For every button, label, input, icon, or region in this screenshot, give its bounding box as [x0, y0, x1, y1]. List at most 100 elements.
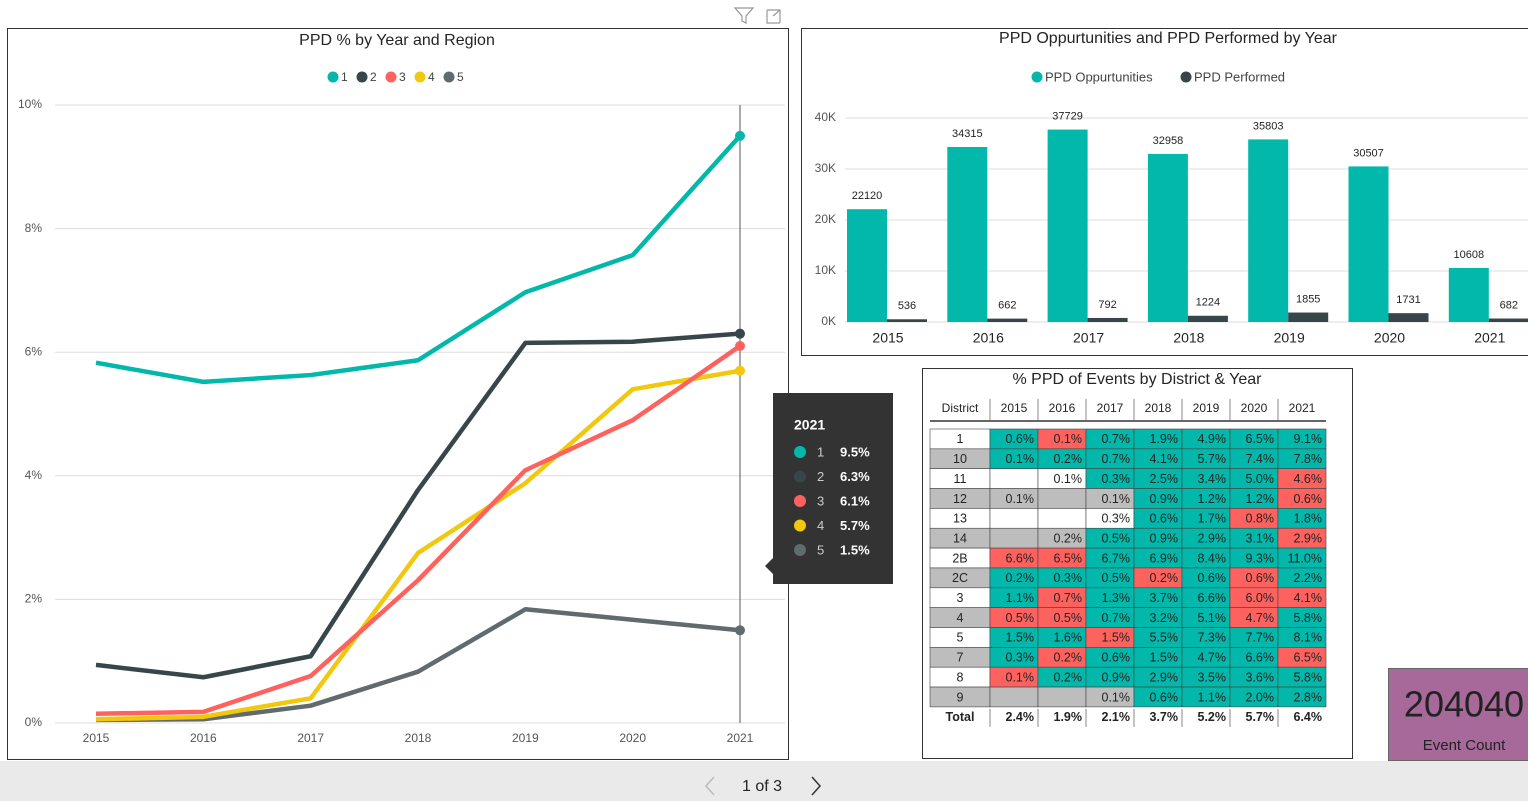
- table-cell-text: 0.7%: [1102, 432, 1131, 446]
- table-cell-text: 1.1%: [1006, 591, 1035, 605]
- line: [95, 134, 742, 385]
- data-label: 1855: [1296, 293, 1320, 305]
- x-tick-label: 2015: [872, 330, 903, 346]
- table-cell-text: 0.1%: [1006, 670, 1035, 684]
- table-cell-text: 11.0%: [1287, 551, 1322, 565]
- y-tick-label: 10%: [18, 97, 42, 111]
- table-cell: [1037, 508, 1087, 529]
- table-cell-text: 6.5%: [1054, 551, 1083, 565]
- legend-label: 3: [399, 70, 406, 84]
- data-label: 1731: [1396, 294, 1420, 306]
- page-indicator: 1 of 3: [742, 778, 782, 795]
- data-label: 32958: [1153, 135, 1184, 147]
- x-tick-label: 2018: [405, 731, 432, 745]
- table-cell-text: 0.2%: [1054, 531, 1083, 545]
- table-cell-text: 6.5%: [1294, 651, 1323, 665]
- table-cell-text: 5.1%: [1198, 611, 1227, 625]
- data-label: 792: [1098, 299, 1116, 311]
- prev-page[interactable]: [704, 776, 715, 796]
- bar: [1047, 129, 1088, 322]
- y-tick-label: 0K: [821, 314, 836, 328]
- table-cell-text: 1.6%: [1054, 631, 1083, 645]
- x-tick-label: 2016: [190, 731, 217, 745]
- table-cell-text: 0.1%: [1054, 432, 1083, 446]
- x-tick-label: 2016: [973, 330, 1004, 346]
- table-cell-text: 2.4%: [1006, 710, 1035, 724]
- table-cell-text: 3.1%: [1246, 531, 1275, 545]
- table-cell-text: 0.6%: [1006, 432, 1035, 446]
- table-cell-text: 2B: [952, 551, 967, 565]
- x-tick-label: 2021: [727, 731, 754, 745]
- tooltip-marker: [794, 519, 806, 532]
- table-cell-text: 1: [957, 432, 964, 446]
- table-cell: [1037, 488, 1087, 509]
- table-cell-text: 3.2%: [1150, 611, 1179, 625]
- table-cell-text: 5: [957, 631, 964, 645]
- table-cell-text: 11: [954, 472, 967, 486]
- bar: [1488, 318, 1528, 322]
- focus-icon[interactable]: [766, 9, 781, 24]
- table-cell-text: 2.0%: [1246, 690, 1275, 704]
- table-cell-text: 0.5%: [1054, 611, 1083, 625]
- table-cell-text: 0.6%: [1150, 512, 1179, 526]
- point: [735, 365, 745, 376]
- legend-marker: [414, 71, 426, 83]
- table-cell-text: 5.5%: [1150, 631, 1179, 645]
- card: [1388, 668, 1528, 761]
- y-tick-label: 20K: [815, 212, 836, 226]
- table-cell-text: 9.3%: [1246, 551, 1275, 565]
- table-cell-text: 3.6%: [1246, 670, 1275, 684]
- y-tick-label: 10K: [815, 263, 836, 277]
- x-tick-label: 2021: [1474, 330, 1505, 346]
- filter-icon[interactable]: [733, 7, 755, 24]
- table-cell-text: 0.2%: [1054, 651, 1083, 665]
- legend-marker: [385, 71, 397, 83]
- table-header: 2016: [1049, 401, 1076, 415]
- table-cell-text: 3.7%: [1150, 591, 1179, 605]
- table-cell-text: 0.5%: [1102, 531, 1131, 545]
- tooltip-marker: [794, 470, 806, 483]
- x-tick-label: 2020: [619, 731, 646, 745]
- table-cell-text: 0.8%: [1246, 512, 1275, 526]
- data-label: 30507: [1353, 147, 1384, 159]
- table-cell-text: 0.3%: [1102, 472, 1131, 486]
- table-cell-text: Total: [946, 710, 975, 724]
- tooltip-name: 2: [817, 469, 824, 484]
- table-cell-text: 7.7%: [1246, 631, 1275, 645]
- legend-label: PPD Performed: [1194, 69, 1285, 84]
- table-cell-text: 0.1%: [1006, 492, 1035, 506]
- next-page[interactable]: [811, 776, 822, 796]
- x-tick-label: 2017: [1073, 330, 1104, 346]
- table-cell-text: 0.3%: [1006, 651, 1035, 665]
- x-tick-label: 2019: [512, 731, 539, 745]
- y-tick-label: 6%: [25, 344, 43, 358]
- table-cell-text: 7.3%: [1198, 631, 1227, 645]
- table-cell-text: 3.5%: [1198, 670, 1227, 684]
- table-cell-text: 0.5%: [1102, 571, 1131, 585]
- legend-marker: [1031, 71, 1043, 83]
- table-cell-text: 6.5%: [1246, 432, 1275, 446]
- table-cell-text: 2.9%: [1294, 531, 1323, 545]
- table-cell-text: 6.9%: [1150, 551, 1179, 565]
- table-cell: [989, 527, 1039, 549]
- chart-title: PPD % by Year and Region: [299, 32, 495, 49]
- table-cell-text: 4.9%: [1198, 432, 1227, 446]
- table-cell-text: 0.1%: [1102, 492, 1131, 506]
- table-cell-text: 2C: [952, 571, 968, 585]
- table-cell-text: 1.1%: [1198, 690, 1227, 704]
- table-cell-text: 5.7%: [1246, 710, 1275, 724]
- x-tick-label: 2020: [1374, 330, 1405, 346]
- table-header: 2019: [1193, 401, 1220, 415]
- table-cell-text: 0.6%: [1294, 492, 1323, 506]
- table-header: 2018: [1145, 401, 1172, 415]
- bar: [987, 318, 1028, 322]
- table-cell-text: 6.6%: [1246, 651, 1275, 665]
- table-cell-text: 1.9%: [1054, 710, 1083, 724]
- data-label: 34315: [952, 128, 983, 140]
- table-cell-text: 9.1%: [1294, 432, 1323, 446]
- table-cell-text: 1.5%: [1102, 631, 1131, 645]
- table-cell-text: 4.6%: [1294, 472, 1323, 486]
- data-label: 662: [998, 300, 1016, 312]
- table-cell-text: 4.1%: [1150, 452, 1179, 466]
